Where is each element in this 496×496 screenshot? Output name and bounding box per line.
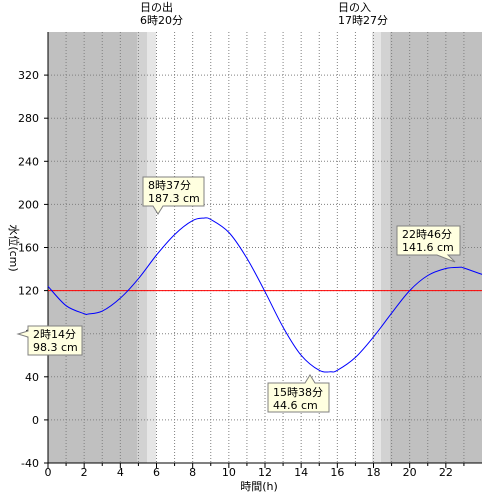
callout-box xyxy=(142,176,205,215)
callout-time: 2時14分 xyxy=(33,328,76,341)
y-tick-label: 200 xyxy=(18,198,39,211)
callout-time: 15時38分 xyxy=(273,386,323,399)
y-tick-labels: -4004080120160200240280320 xyxy=(18,69,48,470)
y-tick-label: 320 xyxy=(18,69,39,82)
twilight-band-evening-light xyxy=(372,32,381,463)
callout-time: 8時37分 xyxy=(148,179,191,192)
x-tick-label: 2 xyxy=(81,466,88,479)
y-tick-label: 280 xyxy=(18,112,39,125)
night-band-morning xyxy=(48,32,137,463)
x-tick-label: 18 xyxy=(367,466,381,479)
sunrise-title: 日の出 xyxy=(140,0,173,14)
x-tick-label: 14 xyxy=(294,466,308,479)
x-tick-label: 6 xyxy=(153,466,160,479)
x-tick-label: 22 xyxy=(439,466,453,479)
x-tick-label: 4 xyxy=(117,466,124,479)
x-tick-label: 0 xyxy=(45,466,52,479)
callout-time: 22時46分 xyxy=(402,228,452,241)
y-tick-label: -40 xyxy=(21,457,39,470)
callout-box xyxy=(396,225,461,263)
callout-level: 98.3 cm xyxy=(33,341,78,354)
x-tick-label: 16 xyxy=(330,466,344,479)
twilight-band-morning-light xyxy=(147,32,156,463)
extreme-callout-low-2: 15時38分 44.6 cm xyxy=(267,374,330,413)
x-tick-label: 12 xyxy=(258,466,272,479)
y-tick-label: 40 xyxy=(25,371,39,384)
extreme-callout-high-1: 8時37分 187.3 cm xyxy=(142,176,205,215)
sunset-label: 日の入 17時27分 xyxy=(338,1,388,27)
tide-level-line xyxy=(47,217,483,373)
x-tick-label: 8 xyxy=(189,466,196,479)
callout-level: 141.6 cm xyxy=(402,241,454,254)
y-tick-label: 120 xyxy=(18,285,39,298)
sunrise-time: 6時20分 xyxy=(140,14,183,27)
y-tick-label: 0 xyxy=(32,414,39,427)
sunset-time: 17時27分 xyxy=(338,14,388,27)
sunset-title: 日の入 xyxy=(338,1,371,14)
y-tick-label: 160 xyxy=(18,242,39,255)
callout-level: 44.6 cm xyxy=(273,399,318,412)
x-tick-labels: 0 2 4 6 8 10 12 14 16 18 20 22 xyxy=(45,463,465,479)
sunrise-label: 日の出 6時20分 xyxy=(140,0,183,27)
callout-level: 187.3 cm xyxy=(148,192,200,205)
callout-box xyxy=(267,374,330,413)
x-tick-label: 20 xyxy=(403,466,417,479)
x-axis-label: 時間(h) xyxy=(240,480,278,493)
extreme-callout-high-2: 22時46分 141.6 cm xyxy=(396,225,461,263)
callout-box xyxy=(16,325,83,356)
y-axis-label: 水位(cm) xyxy=(7,224,21,271)
x-tick-label: 10 xyxy=(222,466,236,479)
extreme-callout-low-1: 2時14分 98.3 cm xyxy=(16,325,83,356)
y-tick-label: 240 xyxy=(18,155,39,168)
twilight-band-evening-dark xyxy=(381,32,390,463)
